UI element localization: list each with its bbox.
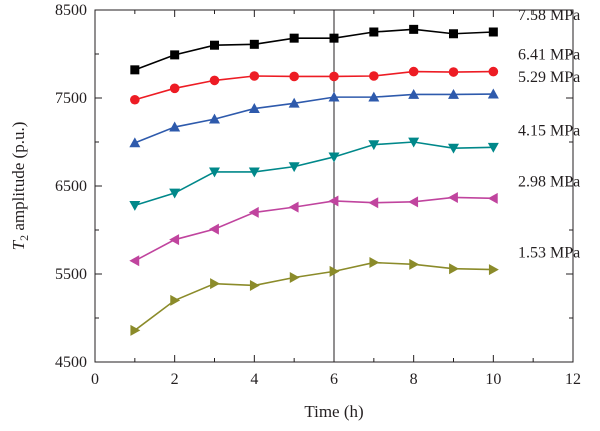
x-axis-title: Time (h) xyxy=(304,402,363,421)
series-4 xyxy=(129,137,499,211)
data-point xyxy=(170,50,180,60)
data-point xyxy=(449,263,459,275)
data-point xyxy=(368,91,380,102)
y-tick-label: 4500 xyxy=(55,354,87,371)
data-point xyxy=(448,191,458,203)
data-point xyxy=(449,29,458,39)
y-tick-label: 5500 xyxy=(55,266,87,283)
data-point xyxy=(329,71,339,82)
data-point xyxy=(408,66,419,77)
data-point xyxy=(209,223,219,235)
data-point xyxy=(249,279,260,291)
data-point xyxy=(329,265,340,277)
data-point xyxy=(487,142,499,153)
series-label: 7.58 MPa xyxy=(518,7,580,24)
data-point xyxy=(448,143,459,154)
x-tick-label: 8 xyxy=(410,371,418,388)
series-line xyxy=(134,93,494,144)
x-tick-label: 2 xyxy=(171,371,179,388)
series-labels: 7.58 MPa 6.41 MPa 5.29 MPa 4.15 MPa 2.98 MPa… xyxy=(518,7,580,262)
x-tick-label: 10 xyxy=(485,371,501,388)
y-axis-title-rest: amplitude (p.u.) xyxy=(9,122,28,235)
series-1 xyxy=(130,24,498,75)
data-point xyxy=(249,71,260,81)
series-label: 4.15 MPa xyxy=(518,122,580,139)
data-point xyxy=(248,167,260,178)
series-label: 6.41 MPa xyxy=(518,47,580,64)
data-point xyxy=(328,91,340,102)
data-point xyxy=(329,33,339,43)
data-point xyxy=(169,188,181,199)
data-point xyxy=(409,258,420,270)
data-point xyxy=(448,67,459,77)
series-line xyxy=(134,261,494,331)
series-label: 5.29 MPa xyxy=(518,69,580,86)
data-point xyxy=(408,137,420,148)
data-point xyxy=(369,257,380,269)
data-point xyxy=(129,137,141,148)
y-tick-label: 8500 xyxy=(55,2,87,19)
x-tick-label: 12 xyxy=(565,371,581,388)
data-point xyxy=(488,66,499,77)
data-point xyxy=(289,33,299,43)
data-point xyxy=(487,88,499,99)
data-point xyxy=(369,71,379,81)
data-point xyxy=(328,195,339,207)
y-tick-label: 6500 xyxy=(55,178,87,195)
data-point xyxy=(129,200,141,211)
data-point xyxy=(288,201,299,213)
series-2 xyxy=(130,66,499,105)
data-point xyxy=(408,88,420,99)
y-axis-title-symbol: T xyxy=(9,239,28,250)
data-point xyxy=(288,97,300,108)
data-point xyxy=(170,294,181,306)
data-point xyxy=(488,27,498,37)
data-point xyxy=(209,75,220,86)
data-point xyxy=(288,162,300,173)
data-point xyxy=(408,196,419,208)
series-3 xyxy=(129,88,499,148)
data-point xyxy=(130,324,141,336)
data-point xyxy=(368,140,380,151)
data-point xyxy=(248,103,260,113)
y-axis-title-subscript: 2 xyxy=(17,235,31,241)
data-point xyxy=(249,39,259,49)
data-point xyxy=(129,255,140,267)
series-line xyxy=(134,196,494,262)
series-6 xyxy=(130,257,499,336)
data-point xyxy=(487,192,498,204)
data-point xyxy=(130,65,140,75)
x-tick-label: 0 xyxy=(91,371,99,388)
series-5 xyxy=(129,191,498,267)
x-tick-label: 6 xyxy=(330,371,338,388)
data-point xyxy=(448,88,459,99)
data-point xyxy=(328,152,340,163)
y-tick-label: 7500 xyxy=(55,90,87,107)
data-point xyxy=(210,278,220,290)
data-point xyxy=(130,94,140,105)
y-axis-title: T2 amplitude (p.u.) xyxy=(9,122,31,251)
data-point xyxy=(289,71,299,82)
data-point xyxy=(169,83,180,94)
series-label: 2.98 MPa xyxy=(518,173,580,190)
series-label: 1.53 MPa xyxy=(518,245,580,262)
data-point xyxy=(369,27,379,37)
series-line xyxy=(134,141,494,207)
data-point xyxy=(210,40,219,50)
data-point xyxy=(368,197,379,209)
data-point xyxy=(209,167,220,178)
data-point xyxy=(169,234,180,246)
x-tick-label: 4 xyxy=(250,371,258,388)
series-line xyxy=(134,28,494,71)
series-group xyxy=(129,24,499,336)
data-point xyxy=(488,264,499,276)
data-point xyxy=(169,121,181,132)
data-point xyxy=(409,24,419,34)
data-point xyxy=(209,113,220,124)
data-point xyxy=(289,272,300,284)
data-point xyxy=(248,206,259,218)
series-line xyxy=(134,70,494,101)
